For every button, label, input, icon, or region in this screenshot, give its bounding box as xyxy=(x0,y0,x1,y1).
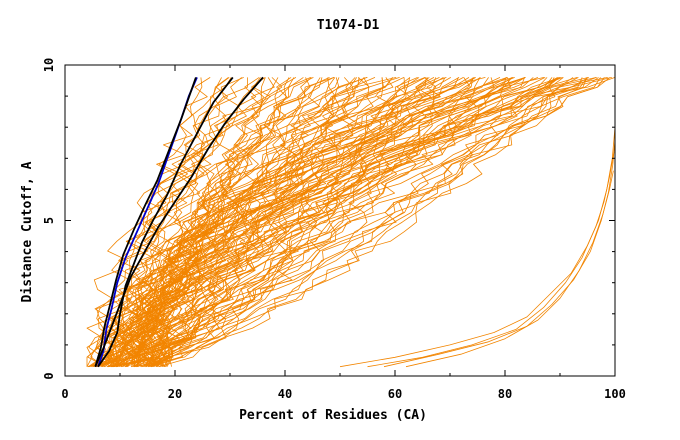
model-curve xyxy=(107,77,508,368)
model-curve xyxy=(114,77,612,367)
model-curve xyxy=(116,77,356,368)
model-curve xyxy=(87,77,427,368)
model-curve xyxy=(107,77,507,368)
model-curve xyxy=(115,77,451,367)
model-curve xyxy=(87,77,599,368)
background-model-curves xyxy=(86,77,616,368)
model-curve xyxy=(134,77,597,367)
outlier-curve xyxy=(367,152,615,368)
outlier-curve xyxy=(339,127,616,368)
outlier-curve xyxy=(405,170,614,368)
highlight-series xyxy=(94,76,264,368)
x-tick-label: 20 xyxy=(168,387,182,401)
y-axis-label: Distance Cutoff, A xyxy=(20,161,35,302)
model-curve xyxy=(112,77,534,368)
highlight-curve-3 xyxy=(97,76,234,368)
model-curve xyxy=(95,77,232,368)
y-tick-label: 5 xyxy=(42,217,56,224)
highlight-curve-4 xyxy=(94,76,264,368)
model-curve xyxy=(139,77,393,367)
y-tick-labels: 0 5 10 xyxy=(42,58,56,380)
model-curve xyxy=(157,77,597,367)
model-curve xyxy=(101,77,476,368)
model-curve xyxy=(133,77,605,368)
outlier-curve xyxy=(383,139,616,368)
model-curve xyxy=(134,77,574,368)
model-curve xyxy=(106,77,588,368)
model-curve xyxy=(96,77,279,367)
x-tick-label: 0 xyxy=(61,387,68,401)
model-curve xyxy=(107,77,561,367)
model-curve xyxy=(125,77,589,367)
model-curve xyxy=(148,77,437,368)
x-tick-label: 80 xyxy=(498,387,512,401)
x-tick-label: 40 xyxy=(278,387,292,401)
model-curve xyxy=(108,77,489,367)
model-curve xyxy=(132,77,358,367)
x-tick-labels: 0 20 40 60 80 100 xyxy=(61,387,625,401)
model-curve xyxy=(86,77,526,367)
x-tick-label: 60 xyxy=(388,387,402,401)
model-curve xyxy=(121,77,589,367)
model-curve xyxy=(123,77,229,368)
y-tick-label: 0 xyxy=(42,372,56,379)
model-curve xyxy=(95,77,266,368)
x-tick-label: 100 xyxy=(604,387,626,401)
model-curve xyxy=(144,77,475,367)
model-curve xyxy=(113,77,556,368)
highlight-curve-2 xyxy=(94,77,197,367)
chart-title: T1074-D1 xyxy=(317,18,380,33)
model-curve xyxy=(115,77,444,368)
model-curve xyxy=(133,77,370,368)
model-curve xyxy=(150,77,539,368)
model-curve xyxy=(95,77,608,367)
x-axis-label: Percent of Residues (CA) xyxy=(239,408,427,423)
model-curve xyxy=(127,77,394,367)
axis-ticks xyxy=(64,64,616,377)
model-curve xyxy=(111,77,545,367)
model-curve xyxy=(124,77,526,367)
model-curve xyxy=(139,77,616,367)
model-curve xyxy=(112,77,601,367)
model-curve xyxy=(134,77,393,367)
model-curve xyxy=(87,77,578,368)
y-tick-label: 10 xyxy=(42,58,56,72)
model-curve xyxy=(152,77,515,367)
